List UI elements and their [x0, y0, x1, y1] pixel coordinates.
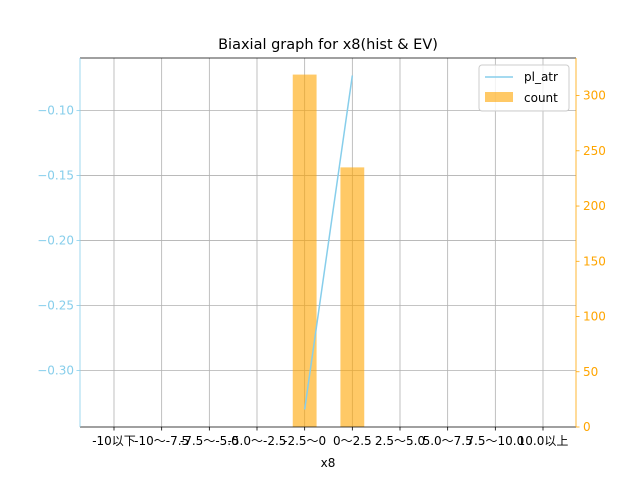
x-tick-label: -5.0～-2.5: [228, 434, 287, 448]
x-tick-label: 5.0～7.5: [423, 434, 473, 448]
left-tick-label: −0.30: [37, 363, 74, 377]
x-tick-label: 10.0以上: [518, 434, 569, 448]
x-tick-label: 2.5～5.0: [375, 434, 425, 448]
legend: pl_atr count: [478, 64, 570, 112]
left-tick-label: −0.20: [37, 234, 74, 248]
left-y-axis-ticks: −0.10 −0.15 −0.20 −0.25 −0.30: [37, 104, 80, 377]
axes: [79, 57, 577, 428]
right-tick-label: 50: [583, 365, 598, 379]
left-tick-label: −0.25: [37, 299, 74, 313]
left-tick-label: −0.10: [37, 104, 74, 118]
bar-series-count: [292, 74, 365, 428]
legend-label-pl-atr: pl_atr: [524, 70, 558, 84]
x-tick-label: 0～2.5: [333, 434, 372, 448]
legend-label-count: count: [524, 91, 558, 105]
bar-count: [340, 167, 365, 427]
right-y-axis-ticks: 0 50 100 150 200 250 300: [576, 89, 606, 434]
line-pl-atr: [303, 75, 354, 410]
right-tick-label: 250: [583, 144, 606, 158]
x-tick-label: 7.5～10.0: [466, 434, 524, 448]
right-tick-label: 100: [583, 310, 606, 324]
x-tick-label: -10～-7.5: [134, 434, 189, 448]
left-tick-label: −0.15: [37, 169, 74, 183]
x-axis-ticks: -10以下-10～-7.5-7.5～-5.0-5.0～-2.5-2.5～0 0～2…: [92, 427, 568, 448]
x-tick-label: -2.5～0: [283, 434, 326, 448]
bar-count: [292, 74, 317, 428]
x-axis-label: x8: [321, 456, 336, 470]
right-tick-label: 300: [583, 89, 606, 103]
right-tick-label: 150: [583, 254, 606, 268]
legend-bar-swatch: [485, 92, 513, 102]
right-tick-label: 0: [583, 420, 591, 434]
right-tick-label: 200: [583, 199, 606, 213]
x-tick-label: -10以下: [92, 434, 136, 448]
chart-title: Biaxial graph for x8(hist & EV): [218, 37, 438, 53]
line-series-pl-atr: [303, 75, 354, 410]
x-tick-label: -7.5～-5.0: [180, 434, 239, 448]
